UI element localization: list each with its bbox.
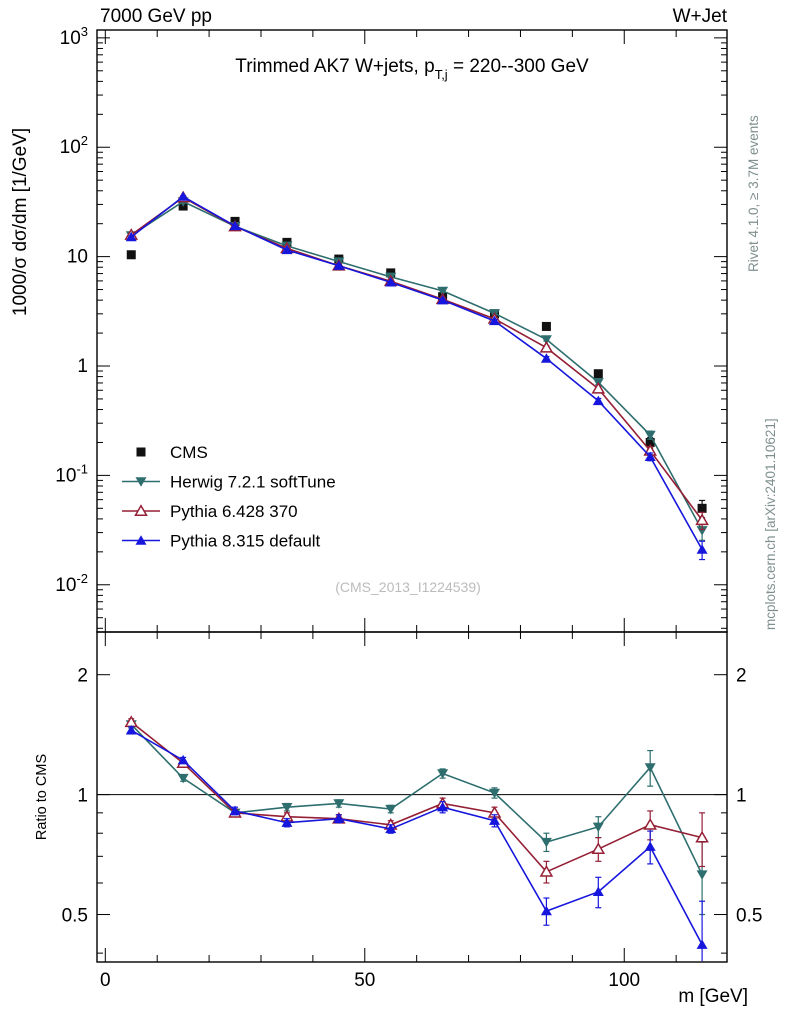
series-pythia-8-315-default — [125, 191, 708, 962]
beam-energy-label: 7000 GeV pp — [100, 6, 212, 27]
process-label: W+Jet — [673, 6, 728, 27]
series-herwig-7-2-1-softtune — [125, 197, 708, 916]
svg-text:Pythia 6.428 370: Pythia 6.428 370 — [170, 502, 298, 521]
svg-text:Herwig 7.2.1 softTune: Herwig 7.2.1 softTune — [170, 473, 336, 492]
svg-text:10-1: 10-1 — [55, 461, 88, 486]
legend: CMS Herwig 7.2.1 softTune Pythia 6.428 370… — [122, 443, 336, 551]
svg-text:1: 1 — [77, 786, 88, 807]
svg-text:102: 102 — [60, 133, 88, 158]
svg-text:100: 100 — [608, 970, 640, 991]
svg-text:0.5: 0.5 — [736, 906, 762, 927]
svg-text:0: 0 — [100, 970, 111, 991]
svg-text:10-2: 10-2 — [55, 571, 88, 596]
svg-text:CMS: CMS — [170, 443, 208, 462]
svg-text:10: 10 — [67, 247, 88, 268]
svg-text:103: 103 — [60, 24, 88, 49]
svg-text:2: 2 — [77, 666, 88, 687]
svg-text:50: 50 — [354, 970, 375, 991]
series-cms — [126, 201, 707, 519]
mcplots-credit-label: mcplots.cern.ch [arXiv:2401.10621] — [763, 418, 778, 630]
svg-text:2: 2 — [736, 666, 747, 687]
series-layer — [124, 190, 709, 962]
y-axis-title: 1000/σ dσ/dm [1/GeV] — [10, 128, 31, 316]
rivet-version-label: Rivet 4.1.0, ≥ 3.7M events — [746, 115, 761, 272]
svg-text:1: 1 — [736, 786, 747, 807]
ratio-axis-title: Ratio to CMS — [34, 754, 50, 840]
analysis-id-watermark: (CMS_2013_I1224539) — [335, 579, 481, 595]
plot-title: Trimmed AK7 W+jets, pT,j = 220--300 GeV — [235, 56, 589, 82]
svg-text:Pythia 8.315 default: Pythia 8.315 default — [170, 532, 321, 551]
axes — [96, 29, 728, 963]
x-axis-title: m [GeV] — [678, 986, 748, 1007]
svg-text:1: 1 — [77, 356, 88, 377]
svg-text:0.5: 0.5 — [62, 906, 88, 927]
